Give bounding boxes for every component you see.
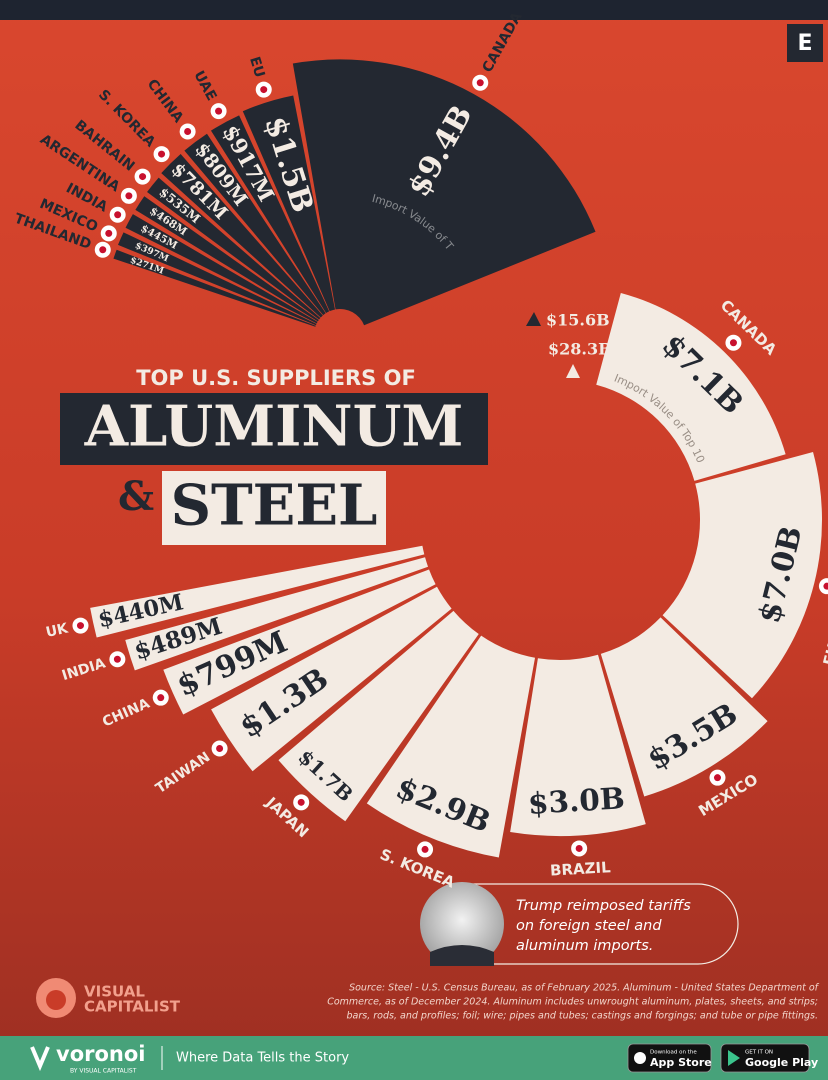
app-store-text: App Store xyxy=(650,1056,712,1069)
annotation: Trump reimposed tariffs on foreign steel… xyxy=(420,882,739,966)
portrait xyxy=(420,882,504,966)
brand-text: CAPITALIST xyxy=(84,998,181,1016)
wedge xyxy=(113,249,316,327)
flag-emblem xyxy=(125,192,133,200)
flag-emblem xyxy=(99,246,107,254)
wedge xyxy=(510,654,646,837)
flag-emblem xyxy=(157,694,165,702)
flag-emblem xyxy=(215,107,223,115)
flag-emblem xyxy=(105,229,113,237)
wedge xyxy=(125,214,318,324)
flag-emblem xyxy=(158,150,166,158)
wedge xyxy=(211,586,452,772)
app-store-text: Download on the xyxy=(650,1050,697,1056)
google-play-frame[interactable] xyxy=(720,1043,810,1073)
flag-emblem xyxy=(260,86,268,94)
wedge xyxy=(600,617,768,797)
wedge xyxy=(135,196,319,322)
portrait-suit xyxy=(430,945,494,966)
annotation-text: Trump reimposed tariffs xyxy=(516,898,691,914)
wedge xyxy=(596,293,786,481)
flag-emblem xyxy=(184,127,192,135)
wedge xyxy=(210,115,330,314)
wedge xyxy=(184,133,326,316)
wedge xyxy=(366,635,536,858)
app-store-frame[interactable] xyxy=(627,1043,712,1073)
flag-emblem xyxy=(216,745,224,753)
google-play-text: Google Play xyxy=(745,1056,818,1069)
footer-logo-mark xyxy=(30,1046,50,1072)
wedge xyxy=(125,557,429,671)
wedge xyxy=(90,545,425,638)
title-line: TOP U.S. SUPPLIERS OF xyxy=(136,366,416,390)
source-text: Source: Steel - U.S. Census Bureau, as o… xyxy=(349,983,820,994)
category-label: BRAZIL xyxy=(550,858,612,880)
value-label: $3.0B xyxy=(527,780,626,821)
total-marker xyxy=(566,364,580,378)
flag-emblem xyxy=(76,622,84,630)
total-label: $28.3B xyxy=(548,340,612,359)
top-bar xyxy=(0,0,828,20)
flag-emblem xyxy=(713,774,721,782)
title-word: STEEL xyxy=(171,473,378,539)
title-word: ALUMINUM xyxy=(84,394,464,460)
flag-emblem xyxy=(297,798,305,806)
title-amp: & xyxy=(118,473,154,520)
wedge xyxy=(163,569,436,715)
flag-emblem xyxy=(575,844,583,852)
wedge xyxy=(117,232,317,326)
brand: VISUAL CAPITALIST xyxy=(36,978,181,1018)
flag-emblem xyxy=(114,211,122,219)
footer-by: BY VISUAL CAPITALIST xyxy=(70,1068,137,1075)
app-store-icon xyxy=(634,1052,646,1064)
annotation-text: on foreign steel and xyxy=(516,918,662,934)
footer-tagline: Where Data Tells the Story xyxy=(176,1051,349,1066)
flag-emblem xyxy=(421,845,429,853)
total-marker xyxy=(526,312,541,326)
title-box xyxy=(60,393,488,465)
source-text: bars, rods, and profiles; foil; wire; pi… xyxy=(347,1011,818,1022)
app-store-button[interactable]: Download on the App Store xyxy=(627,1043,712,1073)
brand-icon-inner xyxy=(46,990,66,1010)
source-text: Commerce, as of December 2024. Aluminum … xyxy=(327,997,818,1008)
wedge xyxy=(147,177,321,320)
wedge xyxy=(292,59,596,326)
wedge xyxy=(662,451,822,699)
title-box xyxy=(162,471,386,545)
wedge xyxy=(161,154,323,318)
annotation-text: aluminum imports. xyxy=(516,938,653,954)
logo-box xyxy=(787,24,823,62)
wedge xyxy=(278,610,479,822)
google-play-button[interactable]: GET IT ON Google Play xyxy=(720,1043,818,1073)
flag-emblem xyxy=(113,655,121,663)
flag-emblem xyxy=(823,582,828,590)
category-label: UK xyxy=(44,620,70,641)
flag-emblem xyxy=(476,79,484,87)
footer-logo: voronoi xyxy=(56,1042,145,1066)
google-play-icon xyxy=(728,1050,740,1066)
flag-emblem xyxy=(139,173,147,181)
logo-letter: E xyxy=(797,31,812,56)
brand-text: VISUAL xyxy=(84,983,145,1001)
wedge xyxy=(242,95,336,312)
google-play-text: GET IT ON xyxy=(745,1050,773,1056)
flag-emblem xyxy=(729,339,737,347)
total-label: $15.6B xyxy=(546,311,610,330)
category-label: EU xyxy=(246,55,267,80)
